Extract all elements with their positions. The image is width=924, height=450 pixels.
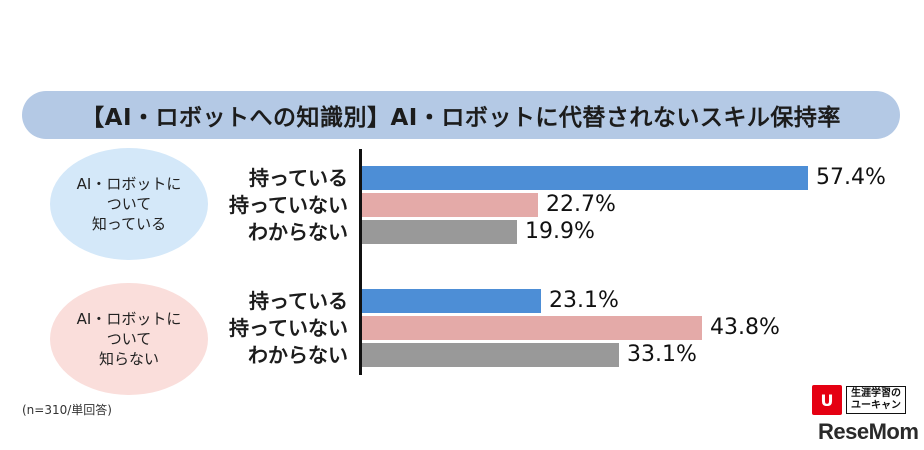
bar bbox=[362, 316, 702, 340]
group-badge-know: AI・ロボットに ついて 知っている bbox=[50, 148, 208, 260]
row-label: 持っていない bbox=[229, 193, 348, 217]
row-label: わからない bbox=[248, 220, 348, 244]
group-badge-line: AI・ロボットに bbox=[76, 310, 182, 328]
row-label: わからない bbox=[248, 343, 348, 367]
group-badge-dont-know: AI・ロボットに ついて 知らない bbox=[50, 283, 208, 395]
bar-value-label: 19.9% bbox=[525, 219, 595, 244]
bar bbox=[362, 193, 538, 217]
bar-value-label: 23.1% bbox=[549, 288, 619, 313]
bar-value-label: 57.4% bbox=[816, 165, 886, 190]
bar-value-label: 33.1% bbox=[627, 342, 697, 367]
resemom-watermark: ReseMom bbox=[818, 419, 919, 444]
bar bbox=[362, 289, 541, 313]
chart-axis bbox=[359, 149, 362, 375]
group-badge-line: ついて bbox=[106, 195, 152, 213]
group-badge-line: 知っている bbox=[91, 215, 167, 233]
ucan-logo: U 生涯学習の ユーキャン bbox=[812, 385, 906, 415]
bar bbox=[362, 220, 517, 244]
row-label: 持っている bbox=[249, 289, 348, 313]
chart-title: 【AI・ロボットへの知識別】AI・ロボットに代替されないスキル保持率 bbox=[22, 91, 900, 139]
ucan-logo-text-line: 生涯学習の bbox=[851, 388, 901, 399]
group-badge-line: AI・ロボットに bbox=[76, 175, 182, 193]
ucan-logo-mark: U bbox=[812, 385, 842, 415]
sample-note: (n=310/単回答) bbox=[22, 403, 112, 417]
bar bbox=[362, 343, 619, 367]
bar-value-label: 43.8% bbox=[710, 315, 780, 340]
ucan-logo-text-line: ユーキャン bbox=[851, 400, 901, 411]
ucan-logo-text: 生涯学習の ユーキャン bbox=[846, 386, 906, 414]
bar-value-label: 22.7% bbox=[546, 192, 616, 217]
group-badge-line: 知らない bbox=[98, 350, 159, 368]
row-label: 持っていない bbox=[229, 316, 348, 340]
bar bbox=[362, 166, 808, 190]
group-badge-line: ついて bbox=[106, 330, 152, 348]
row-label: 持っている bbox=[249, 166, 348, 190]
